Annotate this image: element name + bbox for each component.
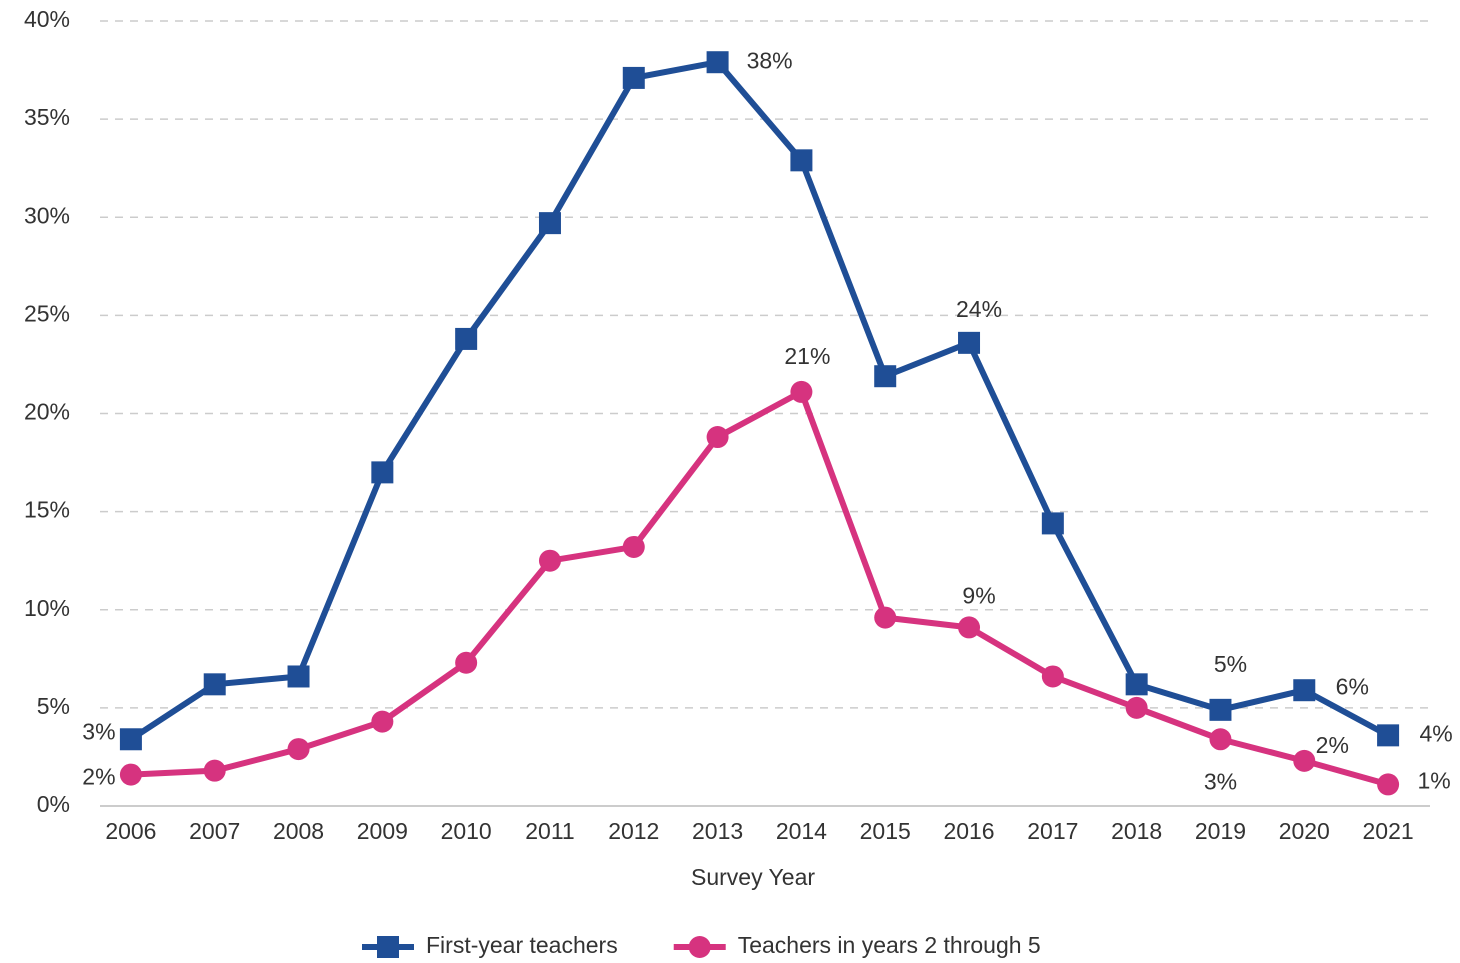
marker [874,365,897,388]
data-label: 2% [82,764,115,790]
x-axis-label: Survey Year [691,864,815,890]
x-tick-label: 2015 [860,818,911,844]
marker [203,673,226,696]
marker [1041,665,1064,688]
marker [790,149,813,172]
x-tick-label: 2018 [1111,818,1162,844]
data-label: 6% [1336,673,1369,699]
data-label: 4% [1419,720,1452,746]
marker [1209,728,1232,751]
y-tick-label: 35% [24,104,70,130]
marker [958,616,981,639]
data-label: 38% [747,47,793,73]
marker [790,380,813,403]
y-tick-label: 25% [24,300,70,326]
data-label: 1% [1417,767,1450,793]
marker [1377,773,1400,796]
y-tick-label: 40% [24,6,70,32]
data-label: 5% [1214,651,1247,677]
marker [1377,724,1400,747]
marker [455,651,478,674]
marker [622,66,645,89]
marker [371,461,394,484]
y-tick-label: 20% [24,399,70,425]
marker [688,936,711,958]
y-tick-label: 30% [24,202,70,228]
marker [1209,698,1232,721]
y-tick-label: 0% [37,791,70,817]
data-label: 3% [82,718,115,744]
marker [538,549,561,572]
marker [119,763,142,786]
series-line [130,388,1389,788]
x-tick-label: 2012 [608,818,659,844]
marker [706,51,729,74]
marker [1041,512,1064,535]
x-tick-label: 2006 [105,818,156,844]
legend-label: Teachers in years 2 through 5 [738,932,1041,958]
marker [287,738,310,761]
marker [1125,696,1148,719]
x-tick-label: 2009 [357,818,408,844]
data-label: 24% [956,296,1002,322]
marker [1293,679,1316,702]
data-label: 2% [1316,732,1349,758]
y-tick-label: 10% [24,595,70,621]
x-tick-label: 2013 [692,818,743,844]
y-tick-label: 15% [24,497,70,523]
x-tick-label: 2014 [776,818,827,844]
x-tick-label: 2011 [525,818,574,844]
marker [622,535,645,558]
x-tick-label: 2017 [1027,818,1078,844]
marker [706,426,729,449]
x-tick-label: 2019 [1195,818,1246,844]
marker [455,327,478,350]
data-label: 9% [962,582,995,608]
marker [1293,749,1316,772]
marker [874,606,897,629]
x-tick-label: 2021 [1363,818,1414,844]
x-tick-label: 2007 [189,818,240,844]
marker [1125,673,1148,696]
marker [203,759,226,782]
y-tick-label: 5% [37,693,70,719]
x-tick-label: 2008 [273,818,324,844]
marker [371,710,394,733]
legend-label: First-year teachers [426,932,618,958]
data-label: 21% [784,343,830,369]
marker [377,936,399,958]
data-label: 3% [1204,768,1237,794]
x-tick-label: 2016 [943,818,994,844]
marker [538,212,561,235]
marker [119,728,142,751]
marker [287,665,310,688]
marker [958,331,981,354]
x-tick-label: 2010 [441,818,492,844]
x-tick-label: 2020 [1279,818,1330,844]
series-line [129,59,1390,742]
